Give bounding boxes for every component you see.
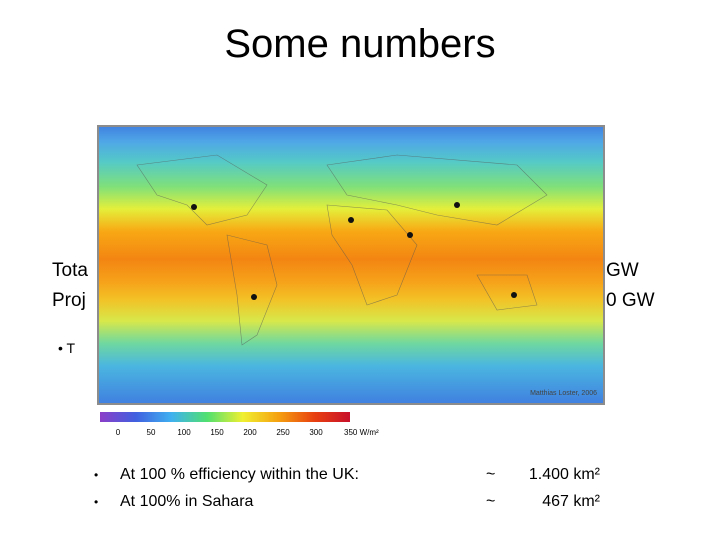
bullet-text: At 100% in Sahara (94, 493, 254, 511)
area: 1.400 km² (528, 466, 600, 483)
irradiance-map: Matthias Loster, 2006 (97, 125, 605, 405)
obscured-text: • T (58, 340, 76, 356)
continents (136, 154, 548, 346)
area: 467 km² (542, 493, 600, 510)
obscured-text: 0 GW (606, 290, 655, 311)
approx: ~ (486, 466, 496, 483)
approx: ~ (486, 493, 496, 510)
colorbar-tick-label: 250 (276, 428, 290, 437)
bullet-text: At 100 % efficiency within the UK: (94, 466, 359, 484)
colorbar-tick-label: 200 (243, 428, 257, 437)
obscured-text: Proj (52, 290, 86, 311)
colorbar (100, 412, 350, 422)
colorbar-tick-label: 100 (177, 428, 191, 437)
colorbar-tick-label: 150 (210, 428, 224, 437)
map-credit: Matthias Loster, 2006 (530, 390, 597, 397)
colorbar-tick-label: 50 (146, 428, 156, 437)
colorbar-tick-label: 350 W/m² (344, 428, 379, 437)
obscured-bullet: T (66, 340, 76, 356)
colorbar-tick-label: 0 (115, 428, 121, 437)
slide-title: Some numbers (224, 22, 496, 66)
colorbar-tick-label: 300 (309, 428, 323, 437)
obscured-text: Tota (52, 260, 88, 281)
obscured-text: GW (606, 260, 639, 281)
